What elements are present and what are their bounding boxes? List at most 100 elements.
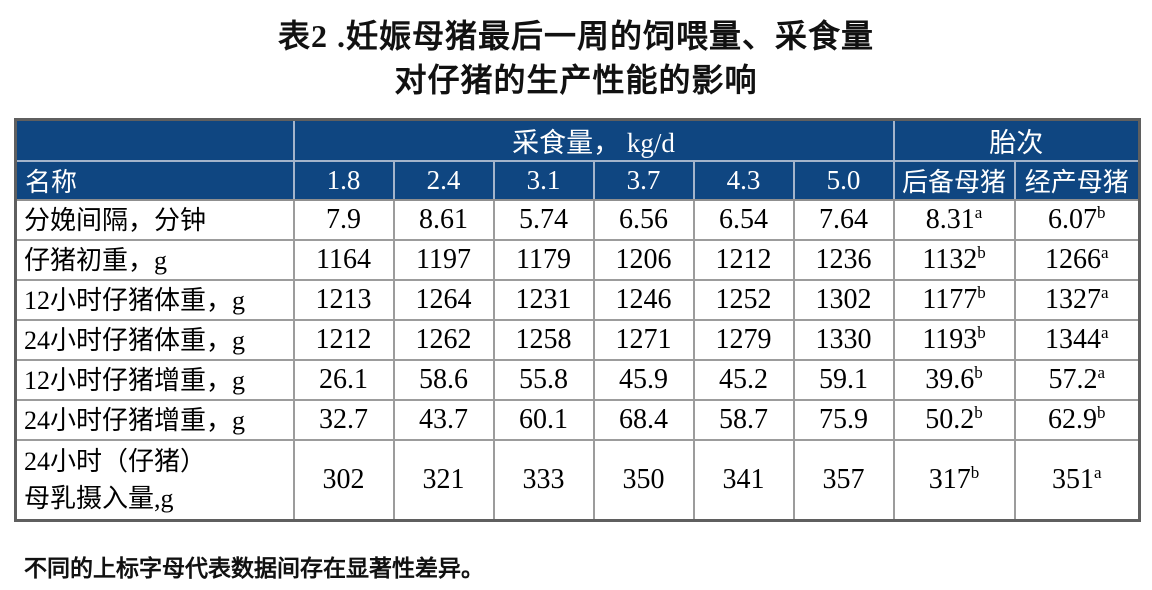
significance-superscript: b [1097, 203, 1106, 222]
table-row: 24小时（仔猪） 母乳摄入量,g 302 321 333 350 341 357 317b 35… [14, 439, 1141, 521]
significance-superscript: a [1101, 283, 1109, 302]
table-cell: 357 [792, 439, 895, 521]
column-header-intake-3: 3.1 [492, 160, 595, 201]
table-cell: 32.7 [292, 399, 395, 441]
group-header-parity: 胎次 [892, 118, 1141, 162]
significance-superscript: a [1101, 243, 1109, 262]
table-cell: 302 [292, 439, 395, 521]
column-header-name: 名称 [14, 160, 295, 201]
table-cell: 58.6 [392, 359, 495, 401]
table-cell: 7.64 [792, 199, 895, 241]
table-cell: 1344a [1013, 319, 1141, 361]
table-cell: 6.07b [1013, 199, 1141, 241]
table-cell: 7.9 [292, 199, 395, 241]
row-label: 分娩间隔，分钟 [14, 199, 295, 241]
row-label: 24小时仔猪体重，g [14, 319, 295, 361]
significance-superscript: b [974, 403, 983, 422]
table-cell: 1132b [892, 239, 1016, 281]
table-cell: 1197 [392, 239, 495, 281]
table-cell: 1164 [292, 239, 395, 281]
table-cell: 8.61 [392, 199, 495, 241]
significance-superscript: b [977, 283, 986, 302]
significance-superscript: b [974, 363, 983, 382]
table-cell: 1206 [592, 239, 695, 281]
significance-superscript: b [977, 243, 986, 262]
table-cell: 1179 [492, 239, 595, 281]
table-cell: 1279 [692, 319, 795, 361]
table-cell: 5.74 [492, 199, 595, 241]
column-header-row: 名称 1.8 2.4 3.1 3.7 4.3 5.0 后备母猪 经产母猪 [14, 160, 1141, 201]
significance-superscript: b [970, 462, 980, 482]
table-cell: 45.2 [692, 359, 795, 401]
table-cell: 333 [492, 439, 595, 521]
table-cell: 57.2a [1013, 359, 1141, 401]
data-table: 采食量， kg/d 胎次 名称 1.8 2.4 3.1 3.7 4.3 5.0 … [14, 118, 1142, 522]
table-cell: 43.7 [392, 399, 495, 441]
column-header-intake-2: 2.4 [392, 160, 495, 201]
table-cell: 55.8 [492, 359, 595, 401]
table-row: 12小时仔猪增重，g 26.1 58.6 55.8 45.9 45.2 59.1 39.6b 5… [14, 359, 1141, 401]
column-header-multiparous-sows: 经产母猪 [1013, 160, 1141, 201]
table-cell: 1231 [492, 279, 595, 321]
table-row: 仔猪初重，g 1164 1197 1179 1206 1212 1236 1132b 1266a [14, 239, 1141, 281]
table-cell: 1264 [392, 279, 495, 321]
significance-superscript: a [974, 203, 983, 222]
table-row: 12小时仔猪体重，g 1213 1264 1231 1246 1252 1302 1177b 1… [14, 279, 1141, 321]
table-cell: 1213 [292, 279, 395, 321]
row-label: 仔猪初重，g [14, 239, 295, 281]
table-cell: 1212 [292, 319, 395, 361]
table-cell: 68.4 [592, 399, 695, 441]
significance-superscript: a [1094, 462, 1102, 482]
column-header-intake-1: 1.8 [292, 160, 395, 201]
table-cell: 59.1 [792, 359, 895, 401]
table-cell: 317b [892, 439, 1016, 521]
row-label: 12小时仔猪增重，g [14, 359, 295, 401]
column-header-intake-4: 3.7 [592, 160, 695, 201]
table-cell: 1271 [592, 319, 695, 361]
table-cell: 1258 [492, 319, 595, 361]
table-cell: 1330 [792, 319, 895, 361]
table-cell: 60.1 [492, 399, 595, 441]
column-header-gilts: 后备母猪 [892, 160, 1016, 201]
table-cell: 1177b [892, 279, 1016, 321]
table-cell: 6.56 [592, 199, 695, 241]
table-title-line1: 表2 .妊娠母猪最后一周的饲喂量、采食量 [277, 18, 874, 54]
table-cell: 62.9b [1013, 399, 1141, 441]
table-cell: 321 [392, 439, 495, 521]
significance-superscript: a [1097, 363, 1106, 382]
row-label: 24小时仔猪增重，g [14, 399, 295, 441]
significance-superscript: a [1101, 323, 1109, 342]
column-header-intake-5: 4.3 [692, 160, 795, 201]
table-title-line2: 对仔猪的生产性能的影响 [394, 62, 758, 98]
group-header-row: 采食量， kg/d 胎次 [14, 118, 1141, 162]
header-blank-cell [14, 118, 295, 162]
table-cell: 39.6b [892, 359, 1016, 401]
table-cell: 350 [592, 439, 695, 521]
table-cell: 1302 [792, 279, 895, 321]
table-cell: 58.7 [692, 399, 795, 441]
significance-superscript: b [1097, 403, 1106, 422]
row-label: 12小时仔猪体重，g [14, 279, 295, 321]
table-row: 24小时仔猪体重，g 1212 1262 1258 1271 1279 1330 1193b 1… [14, 319, 1141, 361]
table-cell: 1193b [892, 319, 1016, 361]
table-cell: 6.54 [692, 199, 795, 241]
table-cell: 351a [1013, 439, 1141, 521]
table-cell: 75.9 [792, 399, 895, 441]
table-cell: 1212 [692, 239, 795, 281]
table-cell: 26.1 [292, 359, 395, 401]
table-cell: 8.31a [892, 199, 1016, 241]
table-title: 表2 .妊娠母猪最后一周的饲喂量、采食量 对仔猪的生产性能的影响 [0, 0, 1152, 102]
table-cell: 1236 [792, 239, 895, 281]
row-label: 24小时（仔猪） 母乳摄入量,g [14, 439, 295, 521]
group-header-intake: 采食量， kg/d [292, 118, 895, 162]
table-cell: 1266a [1013, 239, 1141, 281]
table-cell: 1252 [692, 279, 795, 321]
table-cell: 1327a [1013, 279, 1141, 321]
significance-footnote: 不同的上标字母代表数据间存在显著性差异。 [24, 555, 484, 581]
significance-superscript: b [977, 323, 986, 342]
table-row: 24小时仔猪增重，g 32.7 43.7 60.1 68.4 58.7 75.9 50.2b 6… [14, 399, 1141, 441]
table-row: 分娩间隔，分钟 7.9 8.61 5.74 6.56 6.54 7.64 8.31a 6.07b [14, 199, 1141, 241]
table-cell: 45.9 [592, 359, 695, 401]
table-cell: 341 [692, 439, 795, 521]
